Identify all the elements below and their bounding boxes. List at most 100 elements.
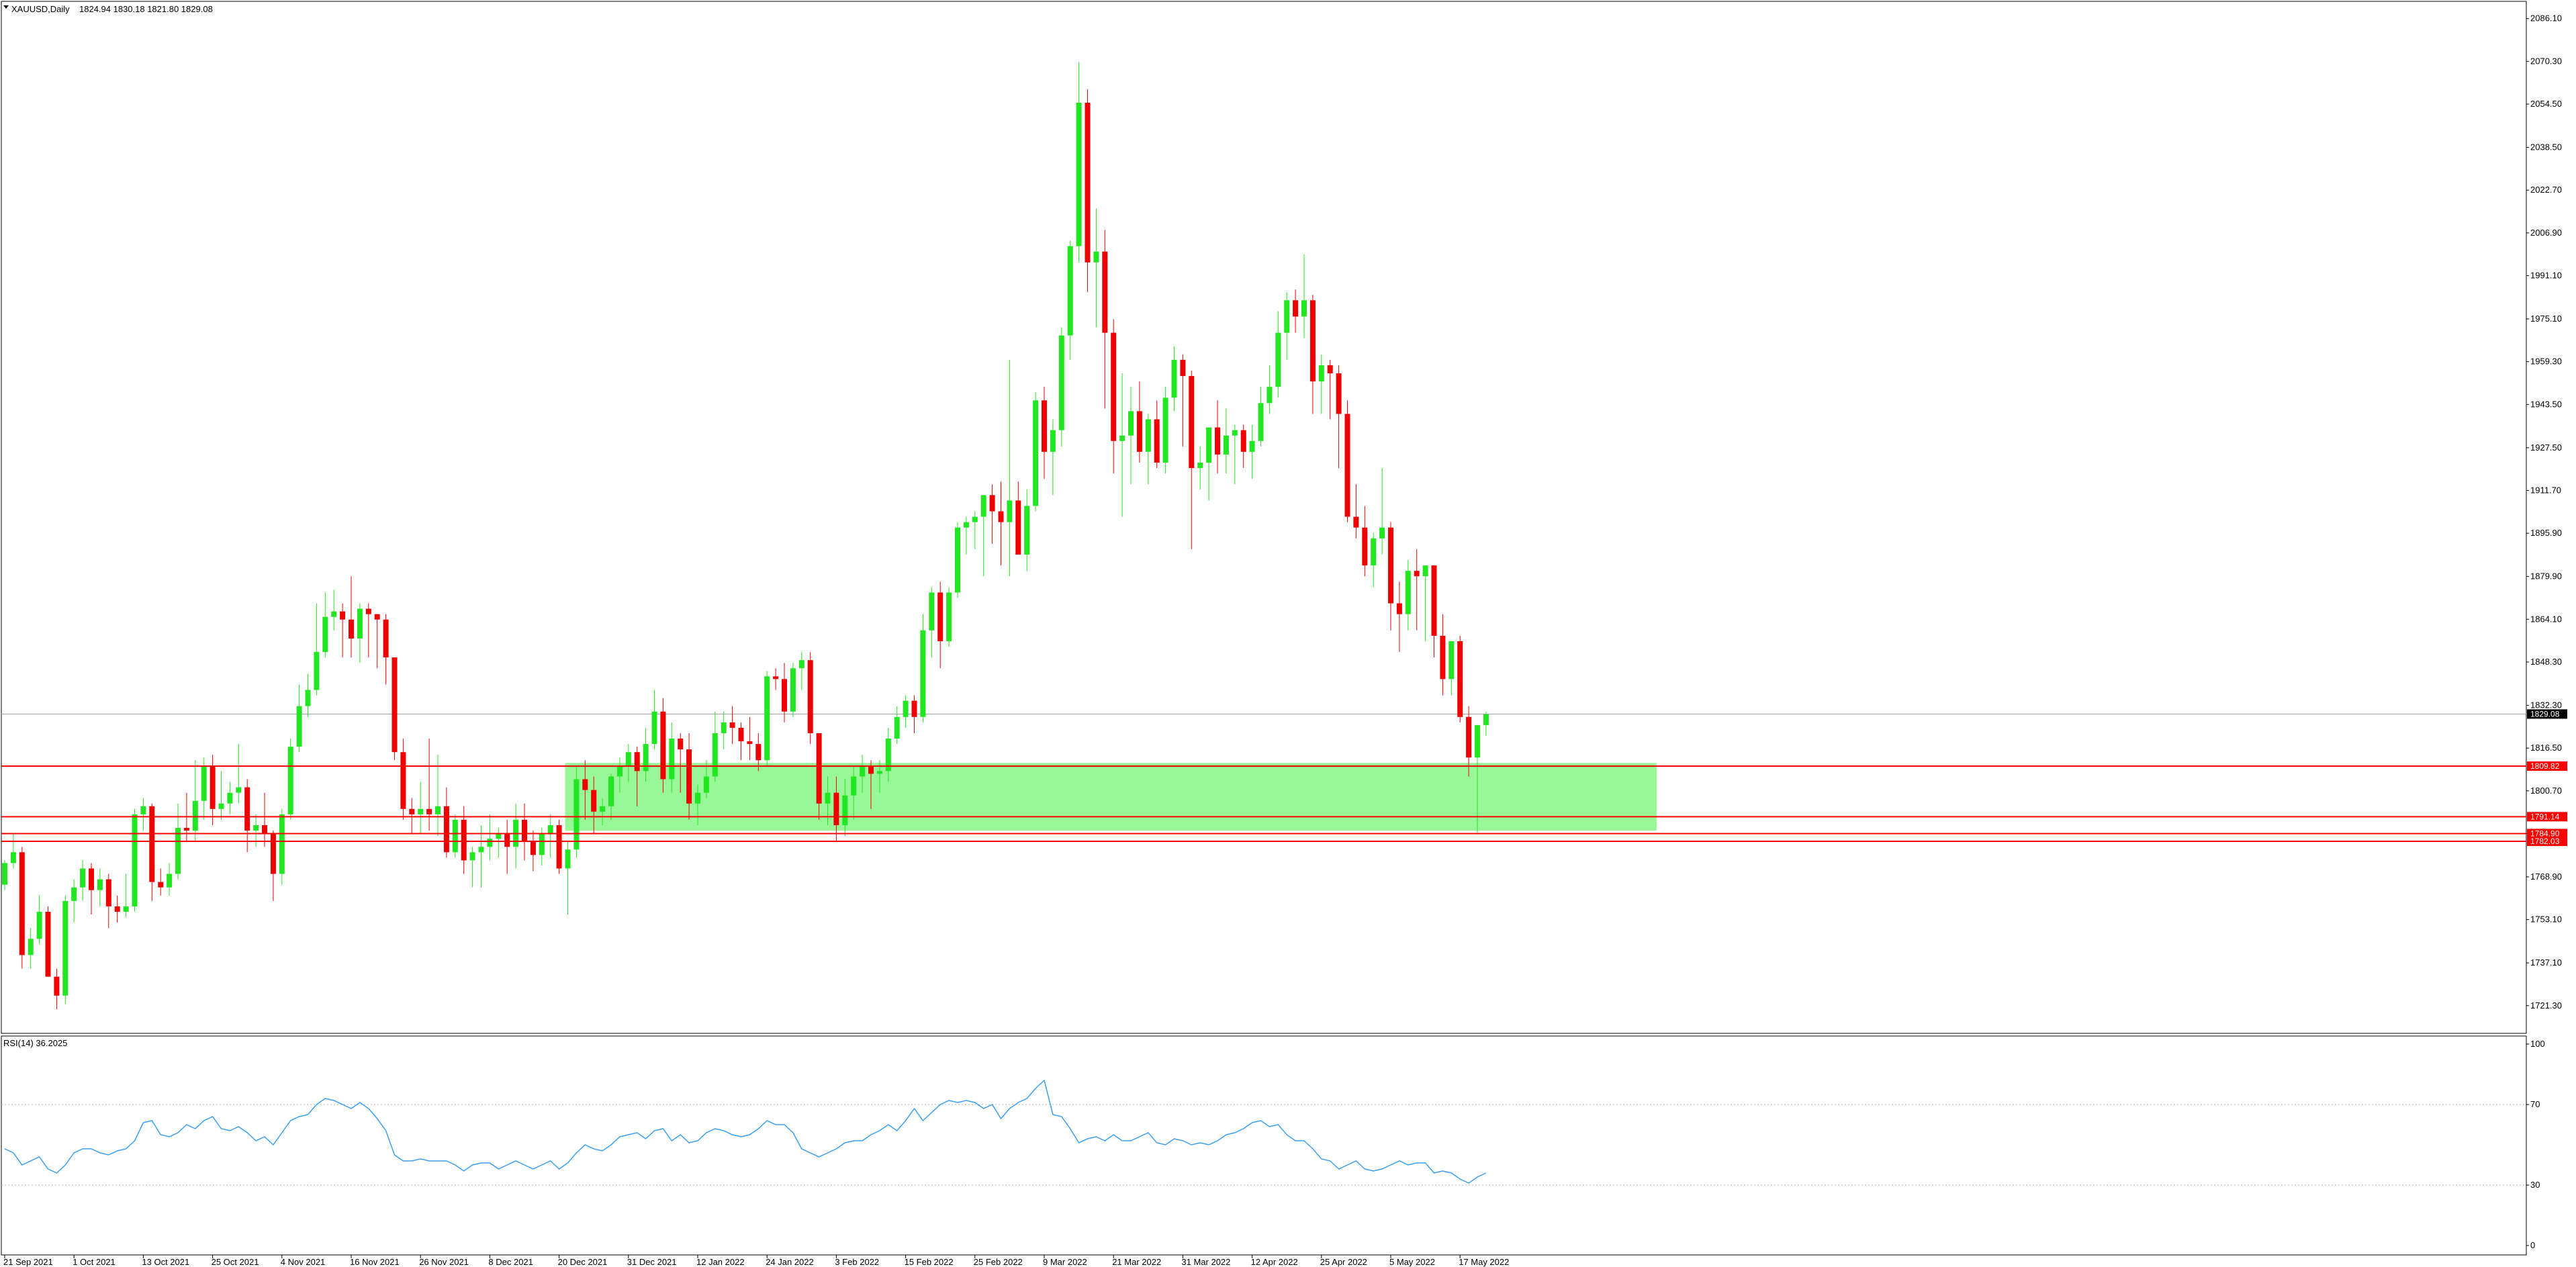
candle	[1206, 427, 1212, 501]
candle	[556, 819, 562, 874]
candle-body	[591, 790, 597, 812]
price-tick-label: 1832.30	[2530, 700, 2562, 710]
candle-body	[885, 739, 891, 771]
candle-body	[140, 806, 146, 814]
candle	[418, 782, 424, 834]
candle-body	[816, 733, 822, 804]
candle-body	[210, 765, 216, 809]
candle	[1301, 254, 1307, 338]
candle	[1388, 522, 1393, 630]
candle-body	[149, 806, 155, 882]
candle-body	[478, 847, 484, 853]
candle	[383, 614, 389, 685]
candle	[201, 757, 207, 820]
candle-body	[929, 592, 935, 630]
candle-body	[218, 803, 224, 809]
time-tick-label: 1 Oct 2021	[73, 1257, 116, 1267]
price-tick-label: 1848.30	[2530, 657, 2562, 667]
candle	[1240, 424, 1246, 469]
candle	[1275, 311, 1281, 398]
highlight-zone-layer	[565, 763, 1657, 831]
candle	[1180, 354, 1186, 447]
price-tick-label: 2070.30	[2530, 56, 2562, 66]
candle	[678, 733, 684, 793]
candle	[114, 895, 120, 923]
level-price-tag: 1791.14	[2530, 812, 2560, 821]
candle-body	[678, 739, 684, 750]
time-tick-label: 31 Mar 2022	[1181, 1257, 1230, 1267]
candle	[365, 603, 371, 658]
candle-body	[660, 711, 666, 780]
rsi-panel[interactable]	[1, 1035, 2527, 1256]
candle-body	[868, 765, 874, 774]
time-tick-label: 25 Apr 2022	[1320, 1257, 1367, 1267]
candle	[97, 868, 103, 906]
candle	[54, 968, 60, 1010]
time-axis[interactable]: 21 Sep 2021 1 Oct 2021 13 Oct 2021 25 Oct 2…	[3, 1255, 1509, 1267]
candle	[236, 744, 242, 804]
candle-body	[1215, 427, 1220, 455]
candle	[920, 614, 926, 722]
candle	[1475, 724, 1480, 834]
price-panel[interactable]	[1, 1, 2527, 1034]
candle-body	[10, 852, 16, 863]
candle-body	[496, 833, 502, 839]
candle	[1249, 424, 1255, 479]
candle-body	[1327, 365, 1333, 374]
time-tick-label: 16 Nov 2021	[350, 1257, 400, 1267]
current-price-tag: 1829.08	[2530, 709, 2560, 718]
price-tick-label: 1991.10	[2530, 271, 2562, 281]
candle-body	[1093, 251, 1099, 263]
candle-body	[1275, 332, 1281, 387]
candle-body	[608, 776, 614, 806]
time-tick-label: 24 Jan 2022	[766, 1257, 814, 1267]
candle	[1466, 706, 1472, 777]
price-tick-label: 1895.90	[2530, 528, 2562, 538]
rsi-axis: 100 70 30 0	[2526, 1039, 2545, 1250]
candle	[1015, 481, 1021, 555]
candle-body	[522, 819, 527, 842]
candle-body	[1128, 411, 1134, 436]
candle	[798, 652, 804, 690]
candle-body	[1267, 387, 1273, 404]
candle-body	[227, 792, 233, 804]
time-tick-label: 8 Dec 2021	[488, 1257, 533, 1267]
candle-body	[686, 749, 692, 804]
candle	[426, 739, 432, 831]
candle-body	[1483, 714, 1489, 725]
time-tick-label: 26 Nov 2021	[419, 1257, 469, 1267]
price-axis[interactable]: 2086.10 2070.30 2054.50 2038.50 2022.70 2006.…	[2526, 13, 2567, 1011]
candle-body	[331, 611, 337, 617]
candle-body	[582, 779, 588, 790]
time-tick-label: 12 Apr 2022	[1251, 1257, 1298, 1267]
candle-body	[782, 679, 787, 712]
candle	[1042, 387, 1047, 479]
candle	[790, 663, 796, 717]
candle	[1318, 354, 1324, 414]
candle	[1371, 532, 1377, 588]
candle-body	[461, 819, 467, 861]
candle-body	[1466, 716, 1472, 758]
candle	[669, 722, 675, 793]
candle-body	[296, 706, 302, 747]
candle	[955, 522, 960, 598]
candle	[1024, 489, 1030, 571]
candle	[1128, 387, 1134, 485]
price-tick-label: 1943.50	[2530, 399, 2562, 409]
candle	[1007, 359, 1013, 577]
collapse-triangle-icon[interactable]	[3, 5, 9, 9]
time-tick-label: 4 Nov 2021	[281, 1257, 326, 1267]
candle-body	[426, 808, 432, 814]
candle	[1085, 89, 1091, 293]
time-tick-label: 3 Feb 2022	[835, 1257, 879, 1267]
candle-body	[158, 882, 164, 888]
candle	[279, 808, 285, 885]
time-tick-label: 25 Feb 2022	[974, 1257, 1023, 1267]
candle-body	[435, 806, 441, 814]
candle	[1327, 359, 1333, 420]
candle	[1145, 414, 1151, 485]
candle	[963, 516, 969, 555]
symbol-label: XAUUSD,Daily	[11, 4, 70, 14]
candle	[1379, 468, 1385, 555]
candle-body	[1180, 359, 1186, 377]
